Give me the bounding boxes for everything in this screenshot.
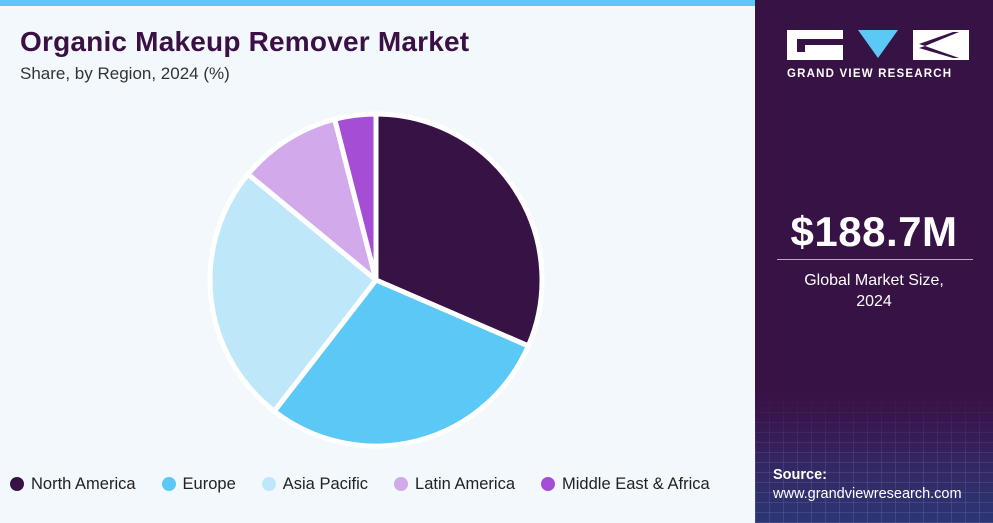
- brand-name: GRAND VIEW RESEARCH: [787, 68, 953, 80]
- grand-view-research-logo-icon: [787, 30, 969, 60]
- chart-subtitle: Share, by Region, 2024 (%): [20, 64, 230, 83]
- market-size-label-line2: 2024: [856, 293, 892, 310]
- source-url-link[interactable]: www.grandviewresearch.com: [773, 486, 962, 502]
- market-size-label-line1: Global Market Size,: [804, 272, 944, 289]
- pie-chart: [207, 111, 545, 449]
- legend-swatch: [541, 477, 556, 491]
- legend-swatch: [161, 477, 176, 491]
- chart-title: Organic Makeup Remover Market: [20, 26, 470, 57]
- market-size-label: Global Market Size, 2024: [755, 270, 993, 312]
- decorative-grid-background: [755, 390, 993, 523]
- pie-slice-asia-pacific: [207, 171, 379, 414]
- market-size-value: $188.7M: [790, 208, 958, 255]
- pie-slice-north-america: [373, 111, 545, 349]
- legend-item-europe: Europe: [161, 474, 236, 494]
- legend-item-latin-america: Latin America: [394, 475, 515, 494]
- summary-panel: GRAND VIEW RESEARCH $188.7M Global Marke…: [755, 0, 993, 523]
- legend-label: Latin America: [415, 474, 516, 493]
- legend-label: Europe: [182, 474, 236, 493]
- chart-panel: Organic Makeup Remover Market Share, by …: [0, 0, 755, 523]
- legend-swatch: [10, 477, 24, 491]
- legend-swatch: [394, 477, 409, 491]
- legend-item-asia-pacific: Asia Pacific: [261, 474, 369, 494]
- divider: [777, 259, 973, 260]
- source-note: Source: www.grandviewresearch.com: [773, 466, 962, 504]
- legend-label: Asia Pacific: [282, 474, 369, 493]
- legend-swatch: [261, 477, 276, 491]
- top-accent-bar: [0, 0, 755, 6]
- pie-slice-europe: [271, 277, 531, 449]
- legend-label: Middle East & Africa: [562, 474, 710, 493]
- pie-slice-middle-east-and-africa: [332, 111, 379, 283]
- chart-legend: North America Europe Asia Pacific Latin …: [10, 472, 710, 496]
- legend-item-north-america: North America: [10, 475, 136, 494]
- brand-logo: GRAND VIEW RESEARCH: [787, 30, 969, 80]
- source-label: Source:: [773, 467, 827, 483]
- legend-item-middle-east-africa: Middle East & Africa: [541, 475, 710, 494]
- legend-label: North America: [31, 474, 136, 493]
